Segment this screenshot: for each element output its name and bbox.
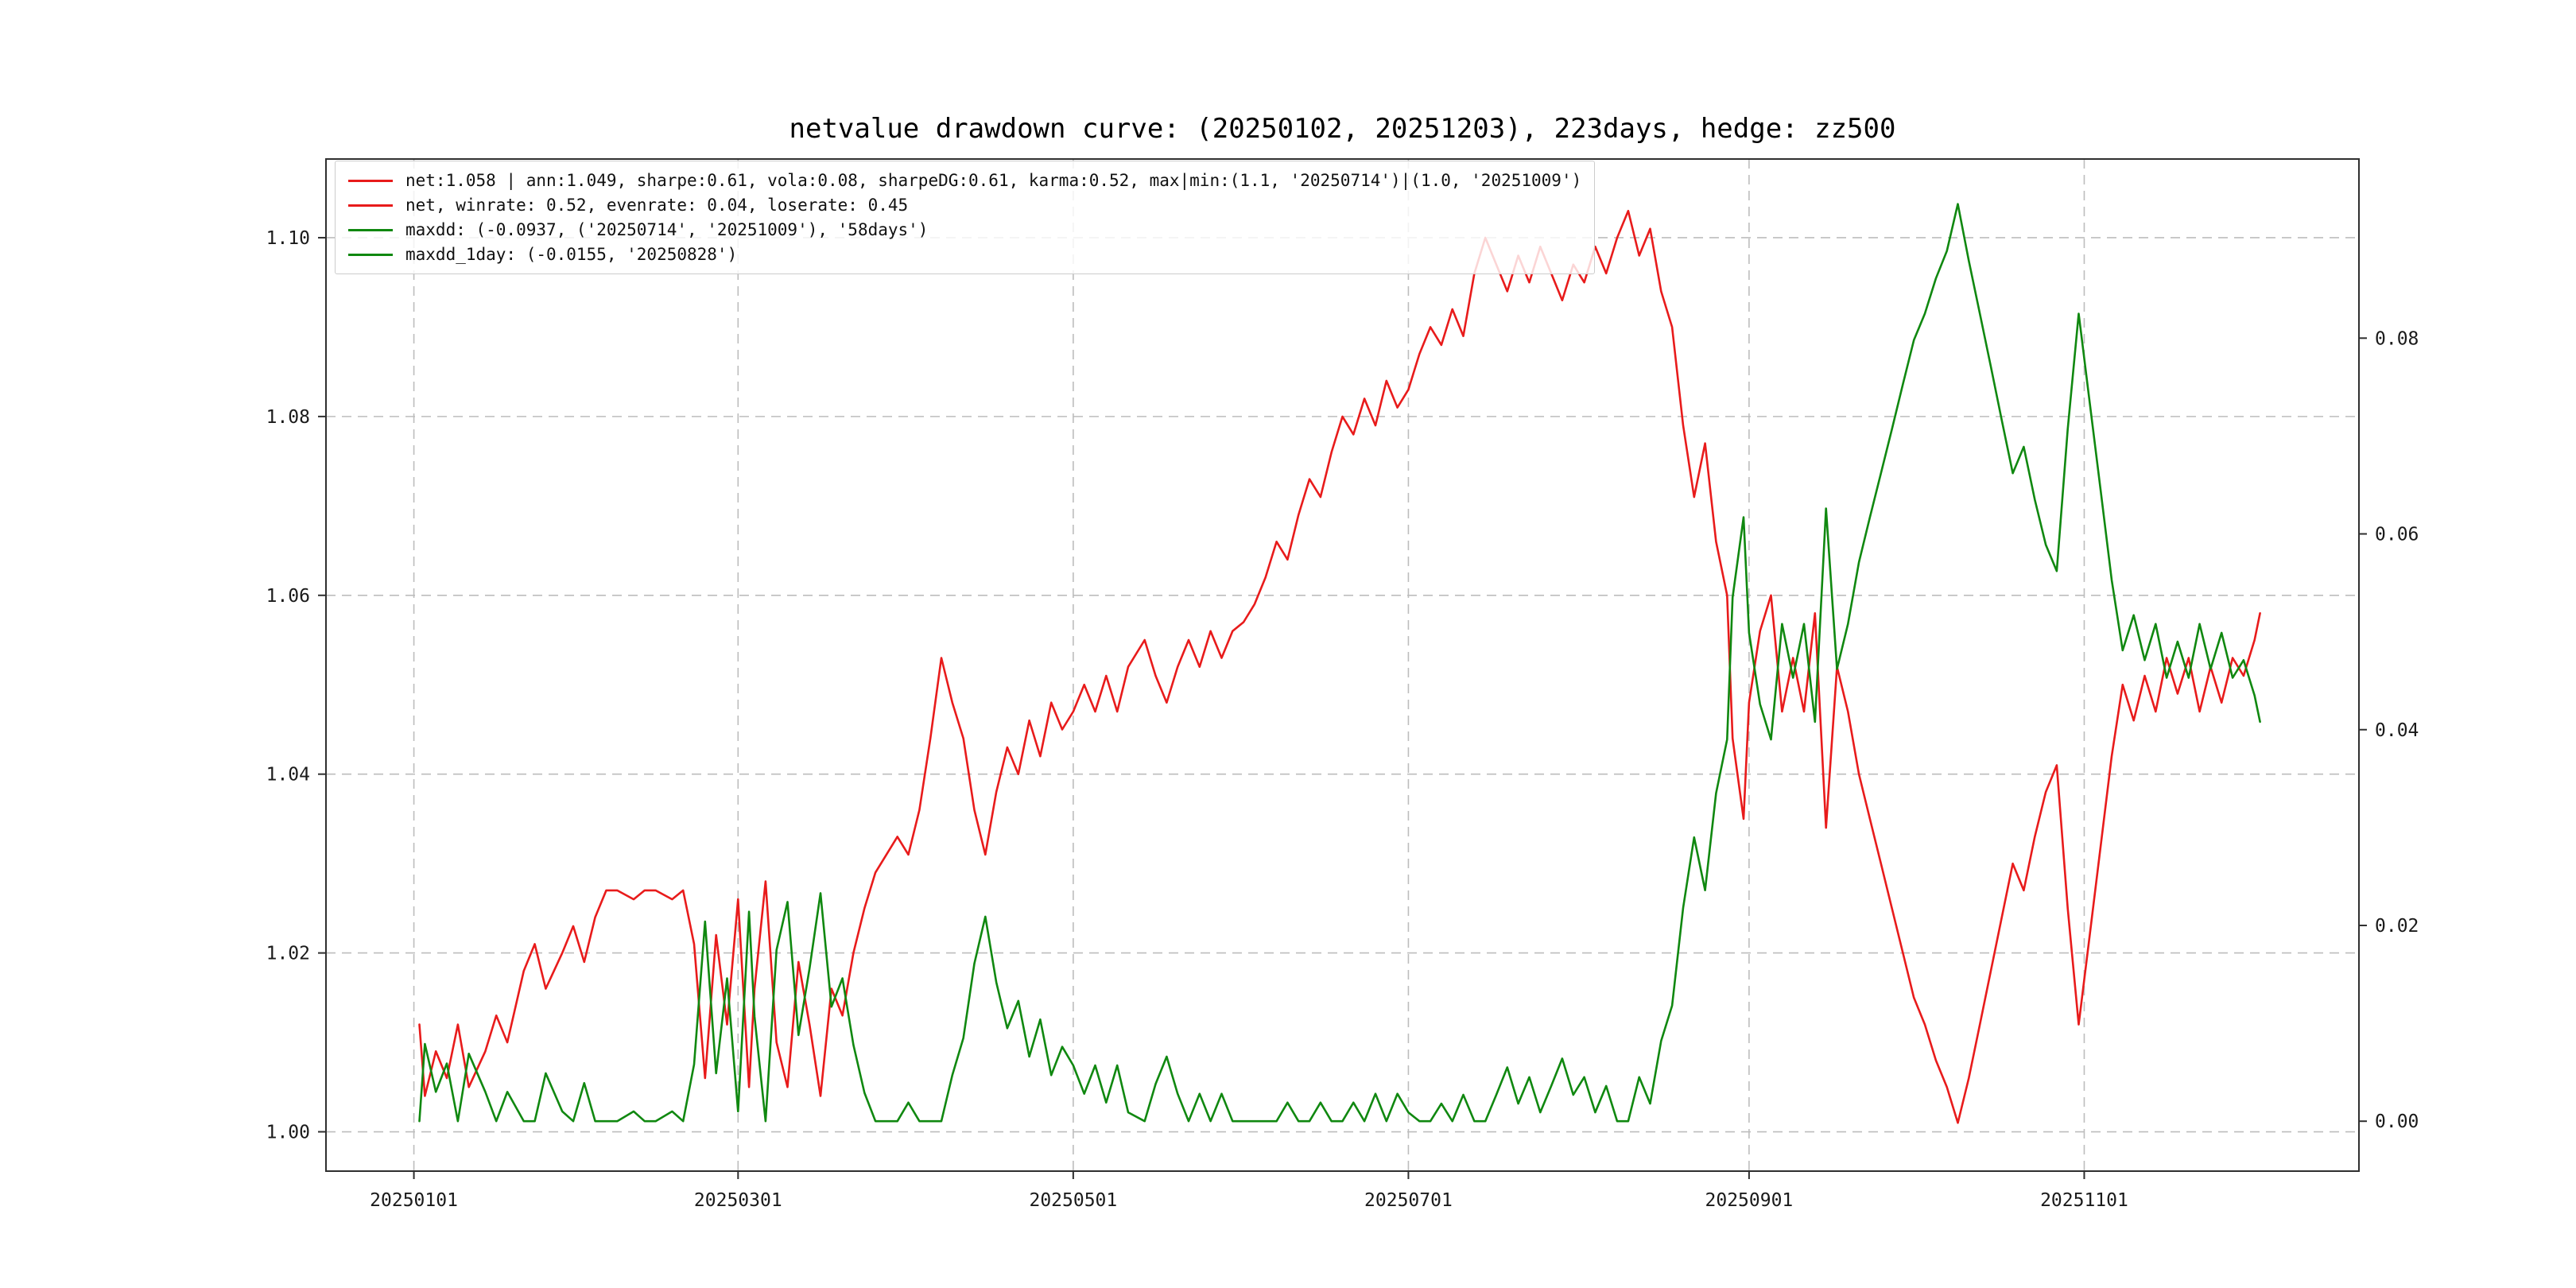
- plot-border: [325, 158, 2360, 1172]
- x-tick-label: 20250501: [1029, 1190, 1117, 1211]
- legend-item: net:1.058 | ann:1.049, sharpe:0.61, vola…: [348, 171, 1581, 190]
- y-right-tick-label: 0.08: [2375, 328, 2419, 349]
- y-left-tick-label: 1.06: [266, 586, 310, 607]
- legend-item-label: maxdd_1day: (-0.0155, '20250828'): [405, 245, 738, 264]
- x-tick-label: 20250301: [694, 1190, 782, 1211]
- maxdd-line-sample-icon: [348, 228, 393, 231]
- chart-title: netvalue drawdown curve: (20250102, 2025…: [789, 113, 1896, 145]
- x-tick-label: 20251101: [2040, 1190, 2128, 1211]
- y-left-tick-label: 1.00: [266, 1123, 310, 1143]
- x-tick-label: 20250101: [370, 1190, 458, 1211]
- legend-item: maxdd_1day: (-0.0155, '20250828'): [348, 245, 1581, 264]
- drawdown-line: [418, 203, 2261, 1123]
- y-left-tick-label: 1.08: [266, 407, 310, 428]
- net-line: [418, 209, 2261, 1124]
- x-tick-label: 20250901: [1705, 1190, 1794, 1211]
- series-layer: [418, 203, 2261, 1124]
- y-right-tick-label: 0.06: [2375, 525, 2419, 545]
- axes-layer: 20250101 20250301 20250501 20250701 20250901…: [266, 158, 2419, 1211]
- legend-item: net, winrate: 0.52, evenrate: 0.04, lose…: [348, 196, 1581, 215]
- y-left-tick-label: 1.02: [266, 944, 310, 964]
- y-right-tick-label: 0.04: [2375, 720, 2419, 741]
- net-line-sample-icon: [348, 204, 393, 207]
- net-line-sample-icon: [348, 179, 393, 182]
- legend: net:1.058 | ann:1.049, sharpe:0.61, vola…: [335, 161, 1596, 274]
- grid-layer: [326, 159, 2359, 1171]
- legend-item-label: net:1.058 | ann:1.049, sharpe:0.61, vola…: [405, 171, 1582, 190]
- legend-item-label: maxdd: (-0.0937, ('20250714', '20251009'…: [405, 220, 929, 239]
- y-right-tick-label: 0.00: [2375, 1111, 2419, 1132]
- legend-item: maxdd: (-0.0937, ('20250714', '20251009'…: [348, 220, 1581, 239]
- legend-item-label: net, winrate: 0.52, evenrate: 0.04, lose…: [405, 196, 909, 215]
- y-right-tick-label: 0.02: [2375, 916, 2419, 937]
- y-left-tick-label: 1.04: [266, 765, 310, 786]
- maxdd-1day-line-sample-icon: [348, 253, 393, 256]
- x-tick-label: 20250701: [1364, 1190, 1453, 1211]
- y-left-tick-label: 1.10: [266, 228, 310, 249]
